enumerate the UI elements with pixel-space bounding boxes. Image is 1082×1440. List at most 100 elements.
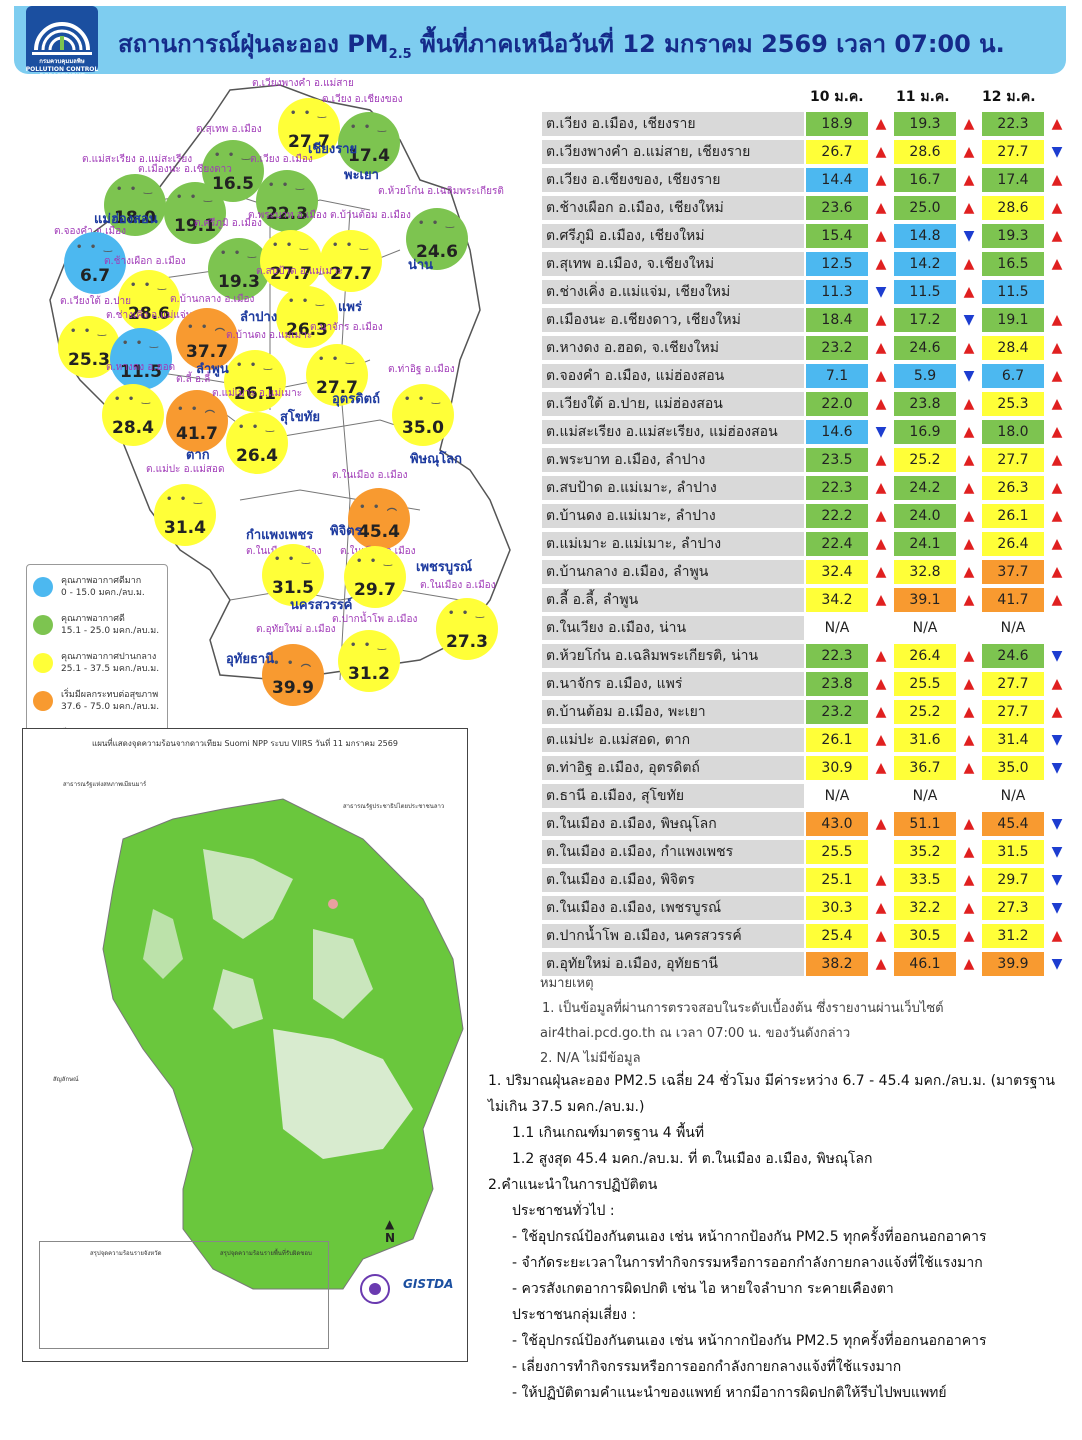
- station-value: 26.3: [286, 320, 328, 340]
- pm25-value-cell: 23.2: [806, 336, 868, 360]
- trend-none: [958, 616, 980, 640]
- summary-point-2: 1.2 สูงสุด 45.4 มคก./ลบ.ม. ที่ ต.ในเมือง…: [512, 1151, 873, 1167]
- trend-up-icon: ▲: [963, 172, 975, 188]
- trend-up-icon: ▲: [1051, 508, 1063, 524]
- pm25-value-cell: 32.8: [894, 560, 956, 584]
- station-label: ต.ช่างเคิ่ง อ.แม่แจ่ม: [106, 310, 193, 321]
- station-name-cell: ต.จองคำ อ.เมือง, แม่ฮ่องสอน: [542, 364, 804, 388]
- pm25-value-cell: 24.6: [894, 336, 956, 360]
- smiley-face-icon: • • ‿: [115, 184, 155, 195]
- pm25-value-cell: 23.8: [806, 672, 868, 696]
- pm25-value-cell: 5.9: [894, 364, 956, 388]
- station-bubble: • • ︵ 45.4: [348, 488, 410, 550]
- pm25-value-cell: 18.9: [806, 112, 868, 136]
- station-label: ต.ปากน้ำโพ อ.เมือง: [332, 614, 418, 625]
- trend-up-icon: ▲: [963, 536, 975, 552]
- trend-down-icon: ▼: [1051, 872, 1063, 888]
- station-value: 28.4: [112, 418, 154, 438]
- gistda-logo: GISTDA: [403, 1277, 454, 1291]
- trend-up-icon: ▲: [963, 200, 975, 216]
- trend-down-icon: ▼: [963, 228, 975, 244]
- station-name-cell: ต.เวียงพางคำ อ.แม่สาย, เชียงราย: [542, 140, 804, 164]
- trend-up-icon: ▲: [875, 648, 887, 664]
- station-value: 26.4: [236, 446, 278, 466]
- pm25-value-cell: 45.4: [982, 812, 1044, 836]
- date-header-1: 10 ม.ค.: [810, 89, 864, 105]
- pm25-value-cell: 33.5: [894, 868, 956, 892]
- province-label: ลำพูน: [196, 362, 229, 377]
- station-name-cell: ต.ช่างเคิ่ง อ.แม่แจ่ม, เชียงใหม่: [542, 280, 804, 304]
- trend-up-icon: ▲: [963, 564, 975, 580]
- trend-up-icon: ▲: [875, 564, 887, 580]
- table-row: ต.เวียง อ.เมือง, เชียงราย 18.9 ▲ 19.3 ▲ 22.3 ▲: [542, 112, 1068, 136]
- date-header-2: 11 ม.ค.: [896, 89, 950, 105]
- pm25-value-cell: 19.1: [982, 308, 1044, 332]
- trend-up-icon: ▲: [1051, 480, 1063, 496]
- station-label: ต.นาจักร อ.เมือง: [310, 322, 383, 333]
- pm25-value-cell: 27.7: [982, 672, 1044, 696]
- pm25-value-cell: 23.5: [806, 448, 868, 472]
- station-name-cell: ต.ศรีภูมิ อ.เมือง, เชียงใหม่: [542, 224, 804, 248]
- table-row: ต.ปากน้ำโพ อ.เมือง, นครสวรรค์ 25.4 ▲ 30.5 ▲ 3…: [542, 924, 1068, 948]
- legend-label: คุณภาพอากาศปานกลาง 25.1 - 37.5 มคก./ลบ.ม…: [61, 652, 160, 674]
- trend-none: [1046, 280, 1068, 304]
- province-label: ตาก: [186, 448, 210, 463]
- smiley-face-icon: • • ‿: [165, 494, 205, 505]
- station-value: 27.7: [270, 264, 312, 284]
- station-bubble: • • ‿ 26.3: [276, 286, 338, 348]
- station-name-cell: ต.ในเมือง อ.เมือง, กำแพงเพชร: [542, 840, 804, 864]
- station-value: 31.2: [348, 664, 390, 684]
- trend-up-icon: ▲: [963, 648, 975, 664]
- pm25-value-cell: 24.1: [894, 532, 956, 556]
- risk-advice-1: - ใช้อุปกรณ์ป้องกันตนเอง เช่น หน้ากากป้อ…: [512, 1333, 987, 1349]
- station-bubble: • • ‿ 22.3: [256, 170, 318, 232]
- pm25-value-cell: 43.0: [806, 812, 868, 836]
- station-value: 27.7: [330, 264, 372, 284]
- pm25-value-cell: 25.3: [982, 392, 1044, 416]
- pm25-value-cell: 25.1: [806, 868, 868, 892]
- province-label: พิจิตร: [330, 524, 362, 539]
- trend-up-icon: ▲: [875, 536, 887, 552]
- trend-up-icon: ▲: [963, 424, 975, 440]
- pm25-value-cell: 24.0: [894, 504, 956, 528]
- pm25-value-cell: 11.3: [806, 280, 868, 304]
- trend-down-icon: ▼: [1051, 760, 1063, 776]
- smiley-face-icon: • • ‿: [113, 394, 153, 405]
- table-row: ต.ห้วยโก๋น อ.เฉลิมพระเกียรติ, น่าน 22.3 ▲ 2…: [542, 644, 1068, 668]
- trend-up-icon: ▲: [875, 872, 887, 888]
- station-bubble: • • ‿ 31.2: [338, 630, 400, 692]
- station-label: ต.อุทัยใหม่ อ.เมือง: [256, 624, 336, 635]
- trend-up-icon: ▲: [963, 592, 975, 608]
- legend-label: เริ่มมีผลกระทบต่อสุขภาพ 37.6 - 75.0 มคก.…: [61, 690, 160, 712]
- trend-up-icon: ▲: [963, 816, 975, 832]
- station-name-cell: ต.ปากน้ำโพ อ.เมือง, นครสวรรค์: [542, 924, 804, 948]
- trend-up-icon: ▲: [875, 256, 887, 272]
- pm25-value-cell: 37.7: [982, 560, 1044, 584]
- station-name-cell: ต.ในเมือง อ.เมือง, พิษณุโลก: [542, 812, 804, 836]
- pm25-value-cell: 27.7: [982, 448, 1044, 472]
- pm25-value-cell: 15.4: [806, 224, 868, 248]
- header-banner: [14, 6, 1066, 74]
- label-myanmar: สาธารณรัฐแห่งสหภาพเมียนมาร์: [63, 781, 147, 788]
- legend-color-dot: [33, 691, 53, 711]
- smiley-face-icon: • • ︵: [273, 658, 313, 669]
- smiley-face-icon: • • ‿: [235, 360, 275, 371]
- trend-up-icon: ▲: [1051, 312, 1063, 328]
- pm25-value-cell: 16.7: [894, 168, 956, 192]
- province-label: น่าน: [408, 258, 434, 273]
- trend-down-icon: ▼: [1051, 816, 1063, 832]
- smiley-face-icon: • • ‿: [121, 338, 161, 349]
- pm25-value-cell: 41.7: [982, 588, 1044, 612]
- pm25-value-cell: 17.4: [982, 168, 1044, 192]
- station-label: ต.ลี้ อ.ลี้: [176, 374, 211, 385]
- station-name-cell: ต.ท่าอิฐ อ.เมือง, อุตรดิตถ์: [542, 756, 804, 780]
- legend-label: คุณภาพอากาศดีมาก 0 - 15.0 มคก./ลบ.ม.: [61, 576, 145, 598]
- trend-none: [958, 784, 980, 808]
- station-name-cell: ต.เวียงใต้ อ.ปาย, แม่ฮ่องสอน: [542, 392, 804, 416]
- smiley-face-icon: • • ‿: [447, 608, 487, 619]
- table-row: ต.ท่าอิฐ อ.เมือง, อุตรดิตถ์ 30.9 ▲ 36.7 ▲ 35.…: [542, 756, 1068, 780]
- trend-up-icon: ▲: [963, 452, 975, 468]
- trend-up-icon: ▲: [963, 508, 975, 524]
- trend-up-icon: ▲: [875, 732, 887, 748]
- station-label: ต.เวียงพางคำ อ.แม่สาย: [252, 78, 354, 89]
